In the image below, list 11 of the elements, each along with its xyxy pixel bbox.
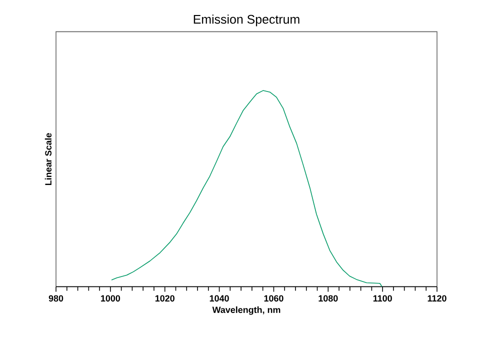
- x-tick-label: 1120: [428, 295, 446, 302]
- y-axis-title: Linear Scale: [44, 133, 52, 186]
- chart-title: Emission Spectrum: [194, 14, 300, 26]
- x-tick-label: 1080: [318, 295, 338, 302]
- x-axis-title: Wavelength, nm: [212, 306, 280, 315]
- x-tick-label: 1040: [210, 295, 229, 302]
- x-tick-label: 1020: [155, 295, 174, 302]
- x-tick-label: 1060: [264, 295, 284, 302]
- x-tick-label: 1100: [373, 295, 392, 302]
- x-tick-label: 980: [48, 295, 64, 302]
- x-tick-label: 1000: [101, 295, 120, 302]
